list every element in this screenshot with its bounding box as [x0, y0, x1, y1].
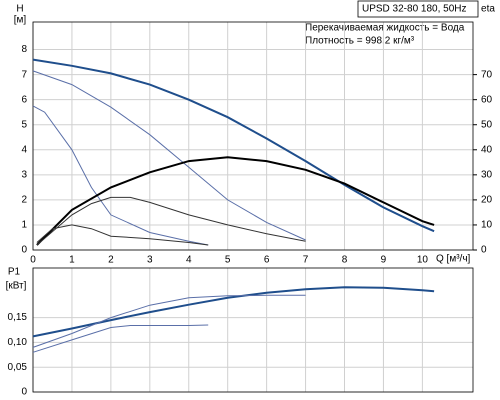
- y-tick-label: 6: [21, 94, 27, 105]
- x-tick-label: 10: [417, 255, 429, 266]
- y2-tick-label: 0: [481, 245, 487, 256]
- y-tick-label: 7: [21, 69, 27, 80]
- annotation: Плотность = 998.2 кг/м³: [305, 36, 415, 47]
- y-tick-label: 3: [21, 169, 27, 180]
- curve: [32, 70, 306, 241]
- chart-title: UPSD 32-80 180, 50Hz: [362, 4, 467, 15]
- curve: [32, 324, 209, 353]
- y2-tick-label: 30: [481, 169, 493, 180]
- y2-tick-label: 60: [481, 94, 493, 105]
- curve: [32, 286, 435, 338]
- plot-frame: [32, 267, 474, 393]
- x-tick-label: 7: [303, 255, 309, 266]
- y2-tick-label: 20: [481, 195, 493, 206]
- curve: [32, 294, 306, 348]
- curve: [36, 196, 306, 246]
- y-tick-label: 4: [21, 144, 27, 155]
- x-tick-label: 1: [69, 255, 75, 266]
- x-tick-label: 9: [381, 255, 387, 266]
- x-tick-label: 2: [108, 255, 114, 266]
- x-tick-label: 6: [264, 255, 270, 266]
- y-axis-unit: [м]: [14, 15, 27, 26]
- y-tick-label: 5: [21, 119, 27, 130]
- x-axis-label: Q [м³/ч]: [436, 254, 471, 265]
- y-tick-label: 0,05: [8, 362, 28, 373]
- y-tick-label: 0: [21, 245, 27, 256]
- y2-tick-label: 10: [481, 220, 493, 231]
- curve: [36, 224, 209, 246]
- y-axis-unit: [кВт]: [6, 281, 27, 292]
- title-box: [357, 0, 479, 18]
- curve: [32, 105, 209, 246]
- y-tick-label: 0,10: [8, 337, 28, 348]
- y-tick-label: 0,15: [8, 312, 28, 323]
- y2-tick-label: 50: [481, 119, 493, 130]
- y2-tick-label: 40: [481, 144, 493, 155]
- x-tick-label: 5: [225, 255, 231, 266]
- y2-tick-label: 70: [481, 69, 493, 80]
- curve: [36, 156, 435, 246]
- y-tick-label: 1: [21, 220, 27, 231]
- y-tick-label: 8: [21, 44, 27, 55]
- y2-axis-label: eta: [481, 4, 495, 15]
- x-tick-label: 0: [30, 255, 36, 266]
- y-axis-label: P1: [8, 267, 21, 278]
- curve: [32, 58, 435, 233]
- annotation: Перекачиваемая жидкость = Вода: [305, 23, 465, 34]
- y-tick-label: 2: [21, 195, 27, 206]
- plot-frame: [32, 21, 474, 251]
- x-tick-label: 4: [186, 255, 192, 266]
- x-tick-label: 3: [147, 255, 153, 266]
- y-axis-label: H: [16, 4, 23, 15]
- y-tick-label: 0: [21, 387, 27, 398]
- x-tick-label: 8: [342, 255, 348, 266]
